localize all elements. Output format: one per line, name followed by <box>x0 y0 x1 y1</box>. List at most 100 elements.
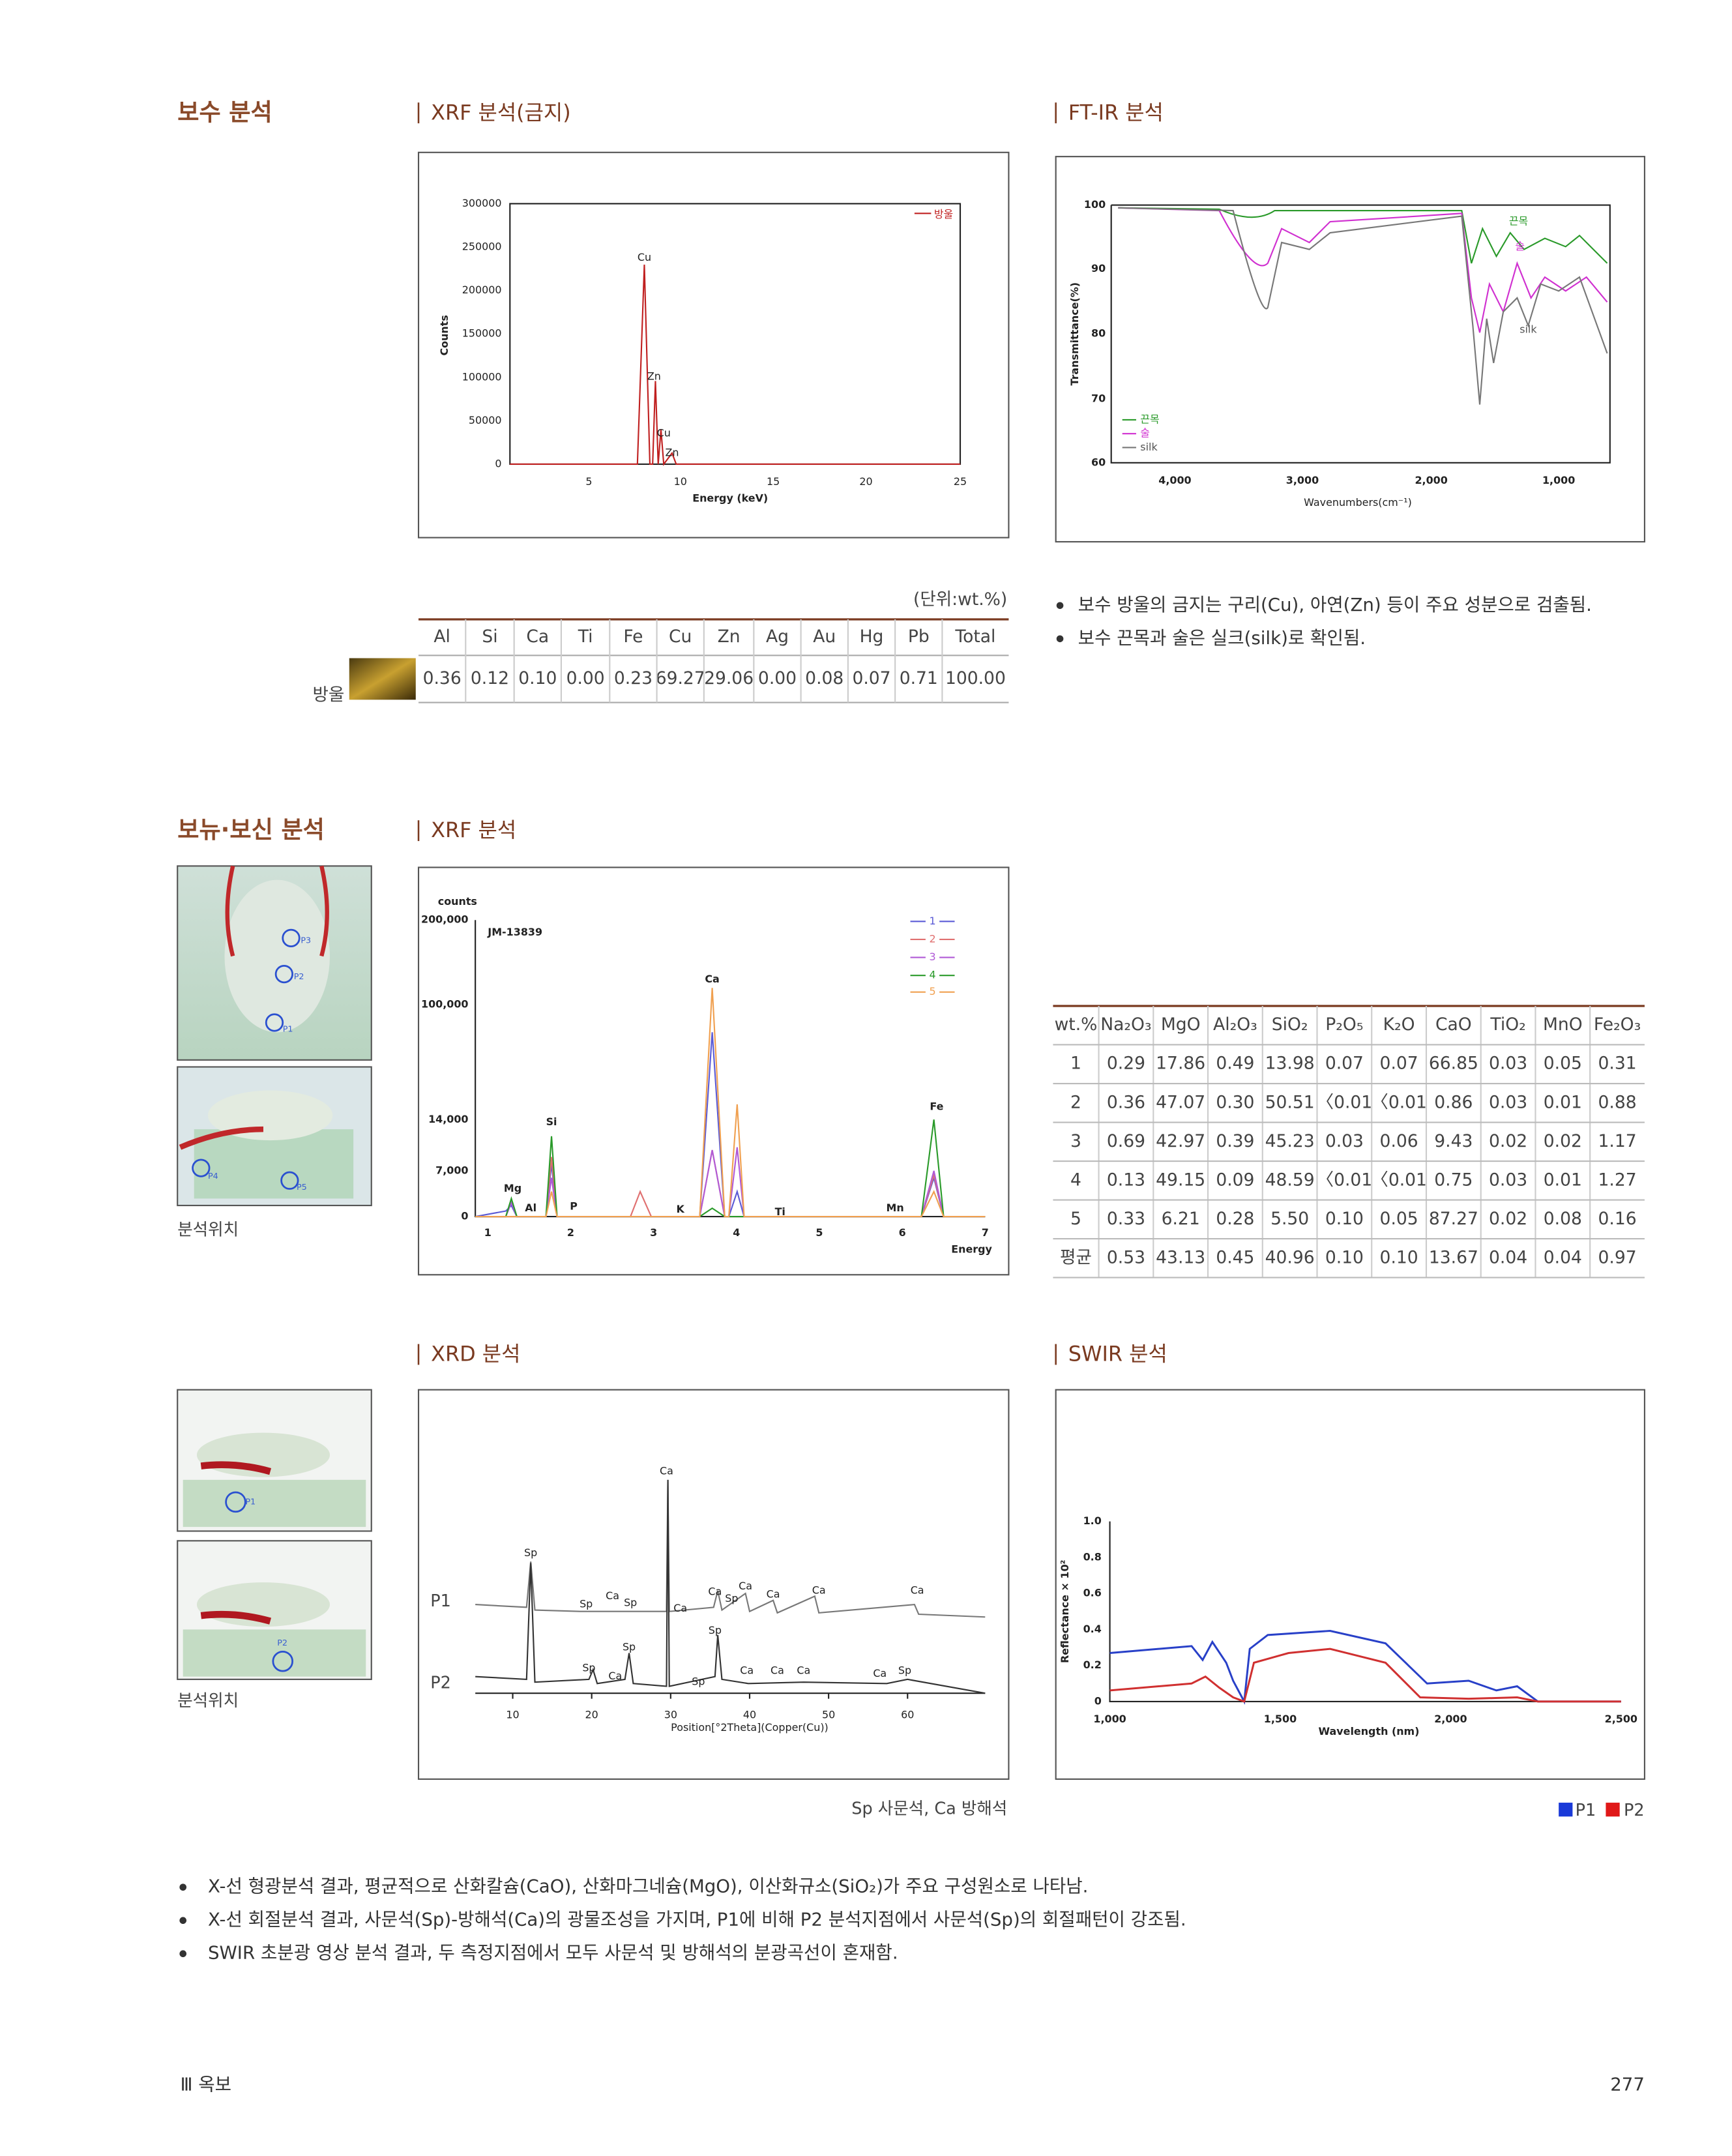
chart-frame <box>417 1389 1010 1780</box>
label: 1,000 <box>1093 1713 1126 1725</box>
label: Sp <box>624 1596 637 1608</box>
label: Al <box>525 1202 536 1214</box>
label: CaO <box>1435 1014 1472 1035</box>
label: K <box>677 1203 685 1215</box>
label: Ca <box>911 1584 924 1596</box>
label: 49.15 <box>1156 1170 1205 1190</box>
label: 1,500 <box>1264 1713 1297 1725</box>
label: 0 <box>495 457 501 469</box>
label: 2 <box>1070 1092 1081 1112</box>
label: 250000 <box>462 241 502 253</box>
label: Reflectance × 10² <box>1059 1559 1071 1663</box>
label: Mn <box>887 1202 904 1214</box>
label: 방울 <box>934 208 953 220</box>
label: Ca <box>660 1465 673 1477</box>
label: 4 <box>733 1226 740 1239</box>
sub-heading: XRF 분석(금지) <box>431 100 571 125</box>
label: X-선 회절분석 결과, 사문석(Sp)-방해석(Ca)의 광물조성을 가지며,… <box>208 1909 1186 1930</box>
label: 0.39 <box>1216 1131 1254 1151</box>
label: Sp <box>725 1592 738 1604</box>
label: Zn <box>647 370 661 383</box>
legend-swatch <box>1559 1803 1573 1817</box>
label: 0.01 <box>1544 1170 1582 1190</box>
footer-section: Ⅲ 옥보 <box>180 2074 231 2095</box>
label: 술 <box>1515 240 1525 252</box>
label: 69.27 <box>656 668 705 688</box>
label: Ca <box>606 1589 619 1602</box>
chart-frame <box>1055 1389 1645 1780</box>
label: 60 <box>901 1709 914 1721</box>
label: 50000 <box>469 414 502 426</box>
label: 〈0.01 <box>1317 1170 1373 1190</box>
label: Zn <box>718 627 741 647</box>
bullet <box>179 1917 187 1925</box>
photos <box>177 658 416 1680</box>
label: 5 <box>929 985 935 997</box>
chart-frame <box>417 151 1010 539</box>
label: 6.21 <box>1162 1209 1200 1229</box>
label: 0.01 <box>1544 1092 1582 1112</box>
xrd-caption: Sp 사문석, Ca 방해석 <box>851 1799 1007 1819</box>
label: 0.31 <box>1598 1054 1637 1074</box>
label: 40 <box>743 1709 756 1721</box>
label: 14,000 <box>428 1113 468 1125</box>
label: wt.% <box>1055 1014 1098 1035</box>
photo-label: P5 <box>297 1183 307 1192</box>
label: 1 <box>929 915 935 927</box>
label: 50.51 <box>1265 1092 1315 1112</box>
label: 0.45 <box>1216 1247 1254 1267</box>
label: 7,000 <box>435 1164 468 1176</box>
label: Si <box>482 627 497 647</box>
label: 100.00 <box>945 668 1006 688</box>
bullet <box>179 1883 187 1891</box>
label: 2,500 <box>1605 1713 1637 1725</box>
label: Energy (keV) <box>692 492 768 505</box>
label: 1 <box>484 1226 492 1239</box>
label: 10 <box>506 1709 519 1721</box>
heading-bars <box>417 102 1057 1365</box>
sample-label: 방울 <box>312 685 344 705</box>
label: 0.36 <box>1107 1092 1145 1112</box>
label: 9.43 <box>1434 1131 1473 1151</box>
label: 17.86 <box>1156 1054 1205 1074</box>
label: Ag <box>766 627 789 647</box>
label: Sp <box>709 1624 722 1636</box>
label: 0.49 <box>1216 1054 1254 1074</box>
label: 0.8 <box>1083 1550 1102 1563</box>
label: 87.27 <box>1429 1209 1478 1229</box>
label: 150000 <box>462 327 502 340</box>
label: 〈0.01 <box>1371 1170 1427 1190</box>
label: 100,000 <box>421 997 469 1010</box>
label: TiO₂ <box>1490 1014 1525 1035</box>
label: 60 <box>1091 456 1106 468</box>
label: 평균 <box>1060 1247 1092 1267</box>
label: 1.0 <box>1083 1514 1102 1527</box>
sub-heading: FT-IR 분석 <box>1068 100 1164 125</box>
label: 0.07 <box>852 668 890 688</box>
label: 0.06 <box>1380 1131 1418 1151</box>
sub-heading: SWIR 분석 <box>1068 1342 1167 1366</box>
label: 0.13 <box>1107 1170 1145 1190</box>
label: Mg <box>504 1182 521 1194</box>
label: Ca <box>608 1670 622 1682</box>
label: Ti <box>775 1205 785 1218</box>
page-number: 277 <box>1610 2074 1645 2095</box>
label: JM-13839 <box>487 926 542 938</box>
photo-caption: 분석위치 <box>177 1691 239 1711</box>
label: P1 <box>430 1591 451 1611</box>
bullet <box>1056 602 1064 610</box>
label: 40.96 <box>1265 1247 1315 1267</box>
label: 45.23 <box>1265 1131 1315 1151</box>
label: Transmittance(%) <box>1068 282 1081 386</box>
label: 5 <box>815 1226 823 1239</box>
label: 2 <box>929 932 935 945</box>
sub-heading: XRF 분석 <box>431 818 516 842</box>
label: Au <box>813 627 836 647</box>
sub-heading: XRD 분석 <box>431 1342 520 1366</box>
label: K₂O <box>1383 1014 1415 1035</box>
label: 1 <box>1070 1054 1081 1074</box>
unit: (단위:wt.%) <box>913 589 1007 610</box>
label: 70 <box>1091 392 1106 405</box>
label: 0.03 <box>1489 1054 1527 1074</box>
label: 0.71 <box>900 668 938 688</box>
